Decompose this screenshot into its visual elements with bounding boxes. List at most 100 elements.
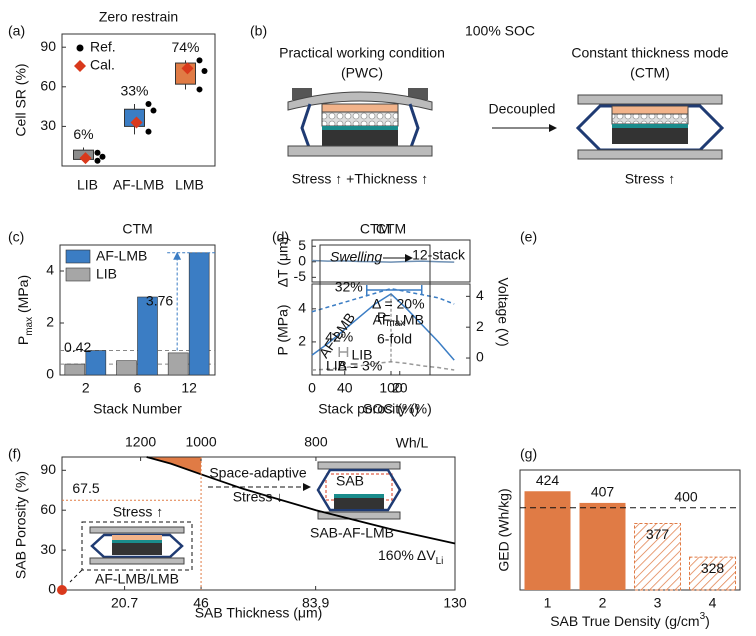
y-tick-label: 2 xyxy=(46,314,54,330)
curve-label: 160% ΔVLi xyxy=(378,547,443,567)
plot-frame xyxy=(519,469,741,591)
ref-label: 400 xyxy=(674,488,698,504)
x-tick-label: 2 xyxy=(82,380,90,396)
inset-left xyxy=(69,521,193,583)
x2-label: Wh/L xyxy=(396,435,429,451)
panel-letter: (f) xyxy=(8,446,21,462)
ref-point xyxy=(196,57,203,64)
y-tick-label: 4 xyxy=(298,300,306,316)
y2-label: Voltage (V) xyxy=(495,277,511,346)
label-part: Li xyxy=(436,556,444,567)
x-label: SOC (%) xyxy=(363,401,419,417)
label-part: 160% ΔV xyxy=(378,547,436,563)
ref-point xyxy=(145,100,152,107)
label: (CTM) xyxy=(630,65,670,81)
y-tick-label: 0 xyxy=(48,581,56,597)
label: Stress ↑ xyxy=(625,171,676,187)
x-tick-label: LMB xyxy=(175,177,204,193)
annotation: Swelling xyxy=(330,249,382,265)
x-tick-label: 800 xyxy=(304,434,328,450)
label: Stress ↑ +Thickness ↑ xyxy=(292,171,429,187)
panel-letter: (a) xyxy=(8,23,25,39)
bar xyxy=(167,352,189,376)
label-part: ) xyxy=(705,613,710,629)
bar xyxy=(116,360,137,376)
device-ctm xyxy=(575,94,725,160)
legend-swatch xyxy=(65,249,91,264)
y-label: GED (Wh/kg) xyxy=(496,488,512,571)
annotation: 0.42 xyxy=(64,339,91,355)
y-tick-label: 0 xyxy=(476,349,484,365)
y-label: Cell SR (%) xyxy=(13,63,29,136)
y-tick-label: 0 xyxy=(46,366,54,382)
cal-point xyxy=(79,152,92,165)
y-tick-label: -5 xyxy=(294,268,307,284)
annotation: 3.76 xyxy=(146,292,173,308)
x-tick-label: 1000 xyxy=(185,434,216,450)
label-part: P xyxy=(15,336,31,345)
series-label: AF-LMB xyxy=(373,312,424,328)
label-part: max xyxy=(24,317,35,336)
ref-point xyxy=(145,128,152,135)
cal-point xyxy=(130,116,143,129)
y-label: Pmax (MPa) xyxy=(15,275,35,345)
y-label: SAB Porosity (%) xyxy=(13,471,29,579)
annotation: Stress ↑ xyxy=(113,504,164,520)
x-tick-label: 20 xyxy=(392,380,408,396)
y-tick-label: 2 xyxy=(476,318,484,334)
x-tick-label: 0 xyxy=(308,380,316,396)
x-label: SAB True Density (g/cm3) xyxy=(550,611,710,629)
value-label: Δ = 20% xyxy=(372,296,425,312)
chart-title: Zero restrain xyxy=(99,9,178,25)
chart-title: CTM xyxy=(122,221,152,237)
panel-letter: (e) xyxy=(520,229,537,245)
label-part: max xyxy=(386,318,405,329)
ref-point xyxy=(94,157,101,164)
inset-right xyxy=(316,461,402,520)
highlight-label: 67.5 xyxy=(72,480,99,496)
label-part: 3 xyxy=(700,611,706,622)
value-label: 32% xyxy=(335,279,363,295)
x-tick-label: 20.7 xyxy=(111,595,138,611)
ref-point xyxy=(196,86,203,93)
bar xyxy=(689,556,736,591)
label: Practical working condition xyxy=(279,45,445,61)
bar xyxy=(579,502,626,590)
y-label: P (MPa) xyxy=(275,304,291,355)
panel-letter: (b) xyxy=(250,23,267,39)
series-label: LIB xyxy=(351,347,372,363)
chart-title: CTM xyxy=(360,221,390,237)
bar xyxy=(188,252,210,376)
panel-letter: (c) xyxy=(8,229,24,245)
ref-point xyxy=(94,149,101,156)
legend-label: Ref. xyxy=(90,39,116,55)
value-label: 42% xyxy=(325,329,353,345)
ref-point xyxy=(99,153,106,160)
x-tick-label: 2 xyxy=(599,595,607,611)
x-tick-label: 130 xyxy=(443,595,467,611)
value-label: 74% xyxy=(171,39,199,55)
label: (PWC) xyxy=(341,65,383,81)
y-tick-label: 90 xyxy=(40,461,56,477)
x-tick-label: 83.9 xyxy=(302,595,329,611)
annotation: AF-LMB/LMB xyxy=(95,571,179,587)
y-tick-label: 30 xyxy=(40,541,56,557)
x-tick-label: 40 xyxy=(337,380,353,396)
legend-label: Cal. xyxy=(90,57,115,73)
plot-frame xyxy=(319,244,431,376)
x-tick-label: 1 xyxy=(544,595,552,611)
series-label: LIB xyxy=(326,358,347,374)
x-label: SAB Thickness (μm) xyxy=(195,605,323,621)
value-label: 377 xyxy=(646,526,670,542)
label: Decoupled xyxy=(489,101,556,117)
y-tick-label: 4 xyxy=(476,287,484,303)
x-tick-label: 6 xyxy=(134,380,142,396)
cal-point xyxy=(181,62,194,75)
legend-marker xyxy=(74,60,86,72)
value-label: 6% xyxy=(73,126,93,142)
annotation: Space-adaptive xyxy=(209,465,307,481)
device-pwc xyxy=(287,88,433,157)
x-tick-label: 3 xyxy=(654,595,662,611)
y-tick-label: 4 xyxy=(46,262,54,278)
label-part: SAB True Density (g/cm xyxy=(550,613,699,629)
